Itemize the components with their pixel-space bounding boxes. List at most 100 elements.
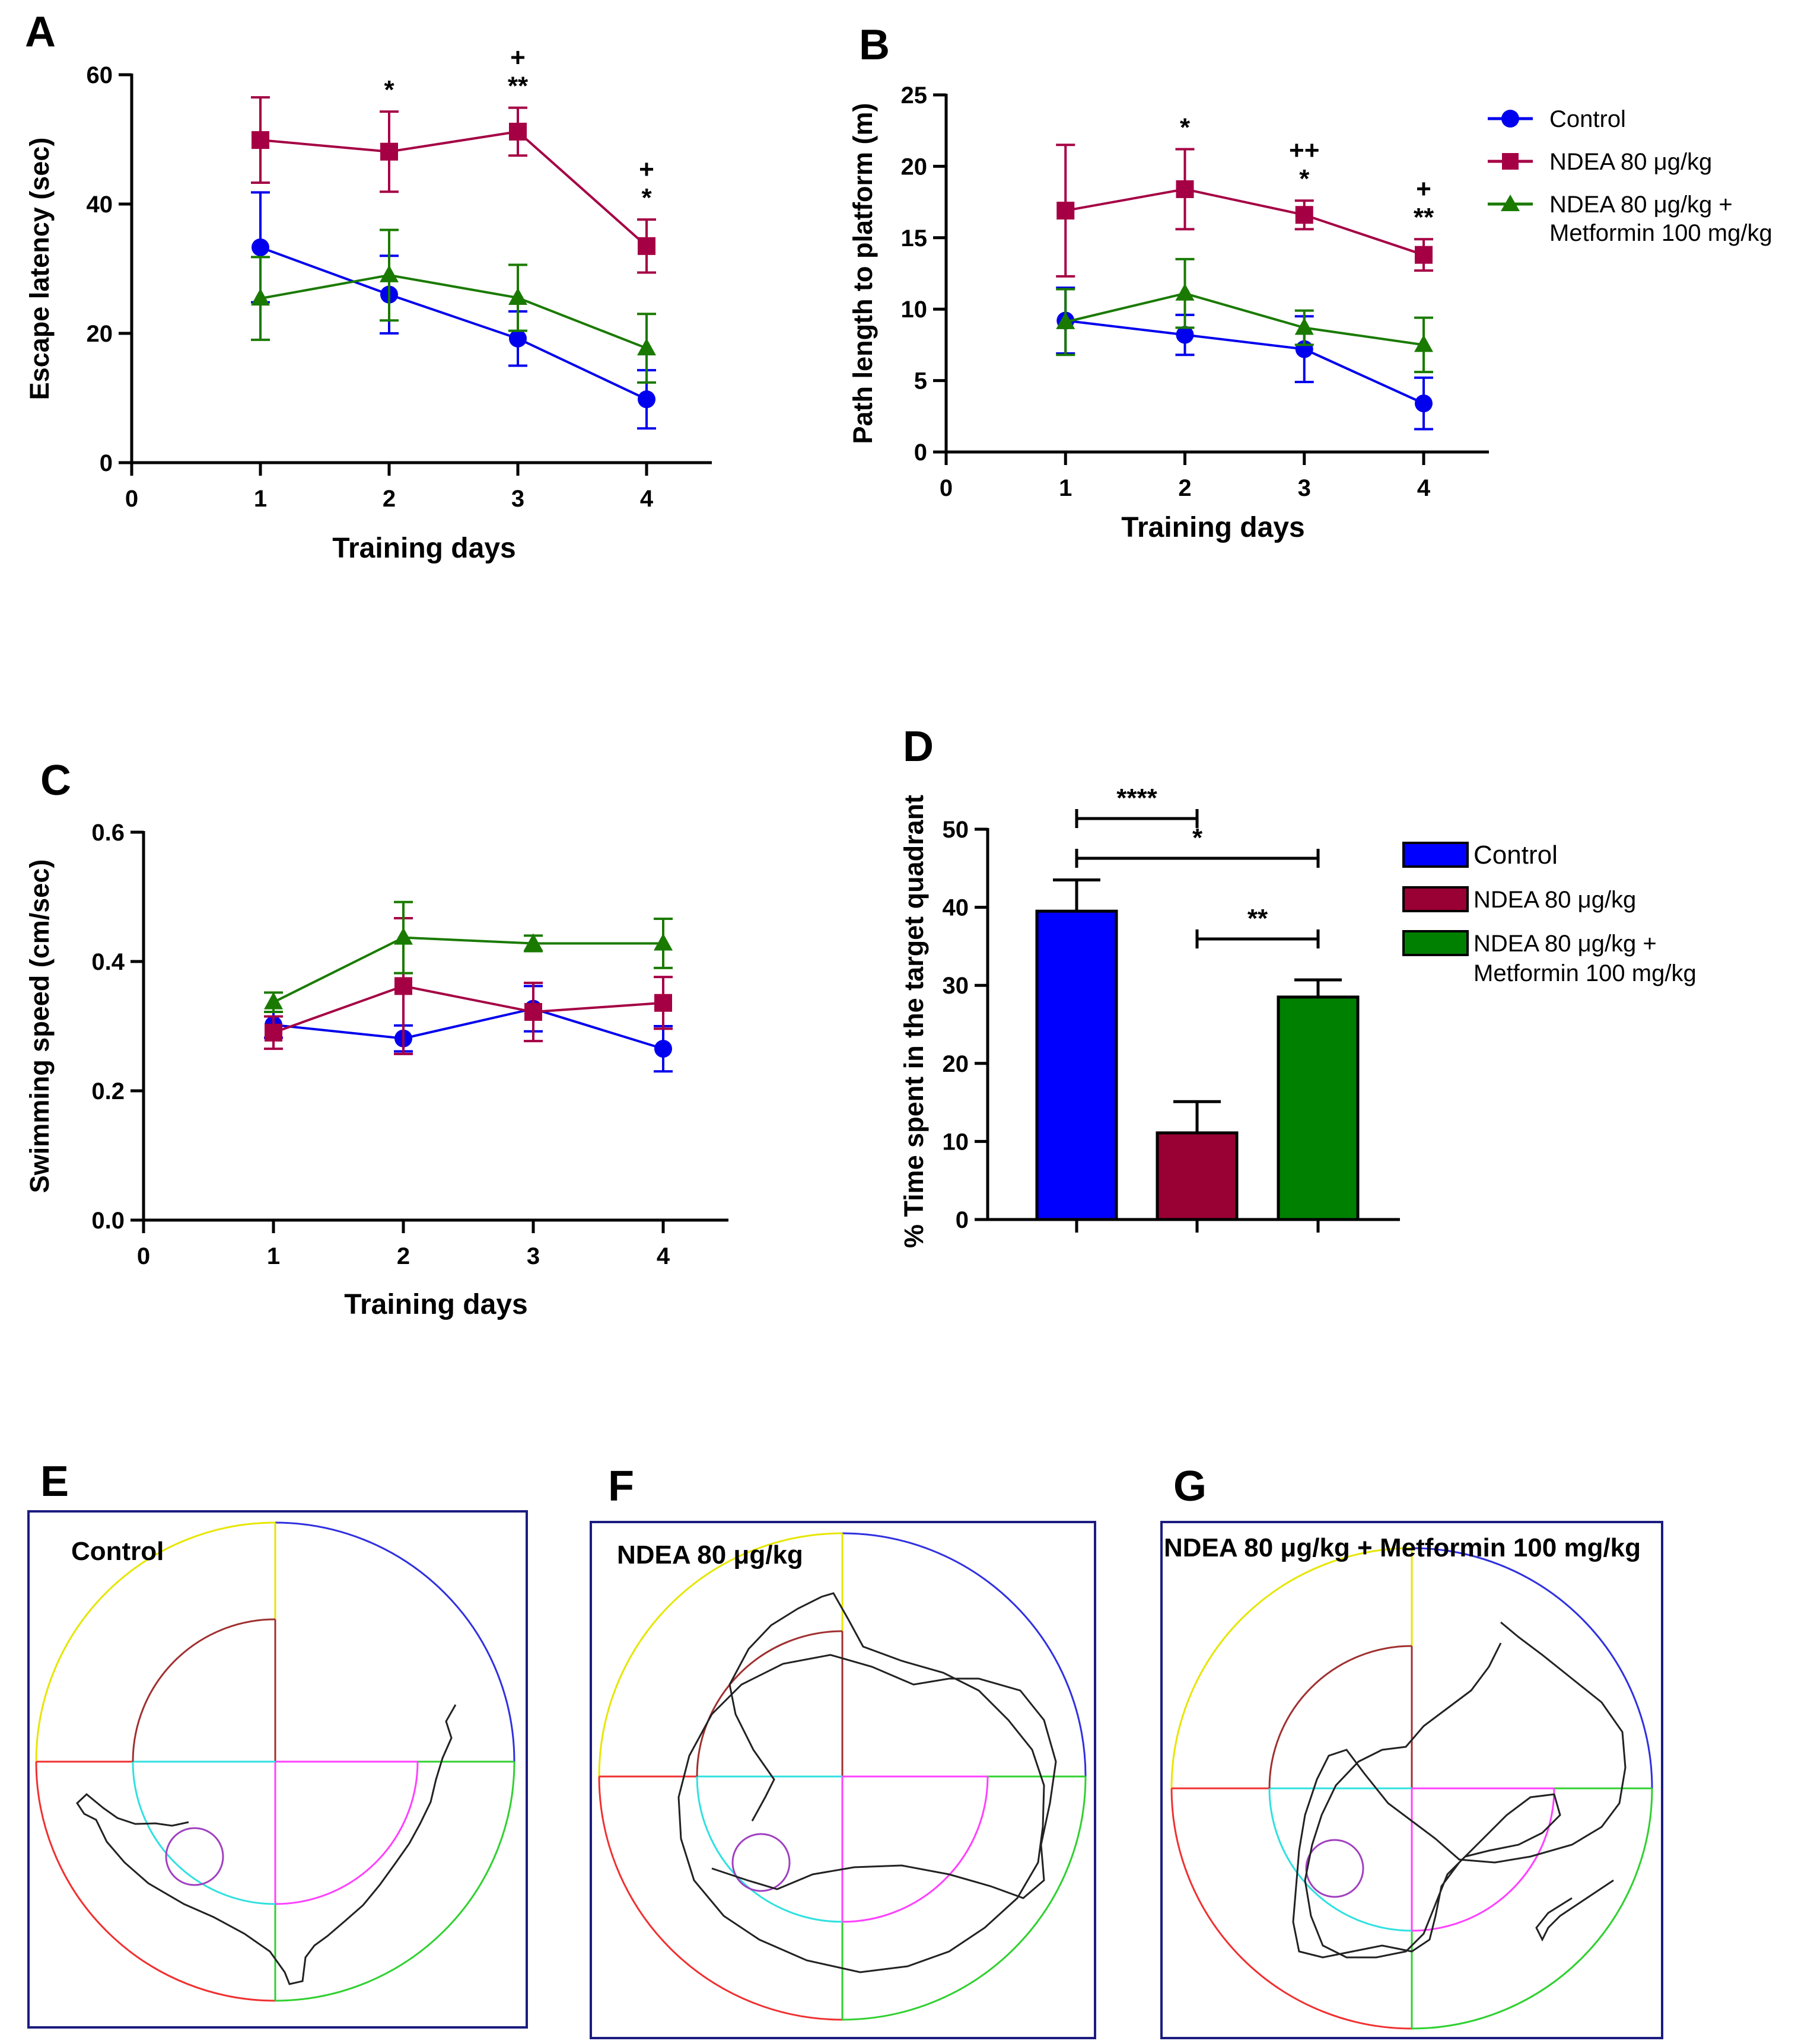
significance-label: + [1416,174,1431,203]
inner-arc-se [275,1761,419,1905]
quadrant-arc-se [842,1776,1087,2021]
data-point [1415,246,1433,264]
track-frame-g [1160,1521,1663,2039]
y-tick-label: 5 [914,368,927,394]
quadrant-arc-sw [35,1761,276,2002]
track-frame-e [27,1510,528,2029]
data-point [1414,335,1433,352]
data-point [1056,202,1075,220]
legend-label-metformin-2: Metformin 100 mg/kg [1549,220,1772,246]
y-tick-label: 10 [901,297,928,323]
quadrant-arc-sw [598,1776,843,2021]
data-point [1176,326,1194,344]
bar [1277,995,1360,1221]
quadrant-arc-ne [275,1521,515,1762]
swim-path-f [677,1592,1057,1973]
x-tick-label: 0 [940,475,953,501]
series-line [273,936,663,1004]
chart-d: 0 10 20 30 40 50 % Time spent in the target qu… [899,784,1400,1248]
data-point [394,927,413,945]
x-tick-label: 1 [254,486,267,512]
significance-label: ** [1414,203,1434,232]
y-tick-label: 0.6 [91,820,125,846]
legend-label-control: Control [1549,106,1626,132]
data-point [654,933,673,951]
legend-bar-label-metformin-2: Metformin 100 mg/kg [1473,960,1697,986]
data-point [654,994,672,1012]
data-point [509,122,527,141]
swim-path-g-tail [1535,1879,1614,1942]
significance-label: * [1180,113,1191,142]
x-tick-label: 1 [267,1243,280,1269]
data-point [638,237,655,255]
significance-label: * [641,183,652,212]
panel-label-g: G [1173,1463,1207,1510]
x-tick-label: 0 [137,1243,150,1269]
y-tick-label: 20 [87,321,113,347]
panel-label-d: D [903,723,934,771]
data-point [252,131,269,149]
x-axis-label: Training days [332,533,515,564]
x-axis-label: Training days [1121,512,1304,543]
inner-arc-nw [132,1618,276,1762]
legend-marker-ndea [1502,153,1519,170]
x-tick-label: 3 [527,1243,540,1269]
data-point [637,338,656,356]
data-point [380,265,399,282]
y-tick-label: 20 [943,1051,969,1077]
chart-c: 0.0 0.2 0.4 0.6 0 1 2 3 4 Training days Swimming s… [24,820,728,1320]
x-tick-label: 1 [1059,475,1072,501]
quadrant-arc-se [275,1761,515,2002]
x-tick-label: 3 [1298,475,1311,501]
series-line [260,246,647,400]
x-tick-label: 0 [125,486,138,512]
legend-bar-label-metformin: NDEA 80 μg/kg + [1473,931,1657,957]
legend-marker-control [1501,110,1519,128]
panel-label-a: A [25,8,56,56]
y-tick-label: 15 [901,225,928,251]
quadrant-arc-nw [35,1521,276,1762]
y-tick-label: 0 [956,1207,969,1233]
data-point [1294,317,1314,335]
quadrant-arc-nw [598,1532,843,1777]
track-panel-f: NDEA 80 μg/kg [590,1521,1096,2039]
bar [1035,909,1118,1221]
x-tick-label: 4 [1417,475,1431,501]
y-tick-label: 0 [914,440,927,466]
x-axis-label: Training days [344,1289,527,1320]
data-point [251,288,270,306]
y-tick-label: 10 [943,1129,969,1155]
series-line [1065,319,1424,405]
data-point [380,142,398,161]
swim-path-g [1292,1621,1627,1959]
track-title-f: NDEA 80 μg/kg [617,1540,803,1569]
y-tick-label: 20 [901,154,928,180]
inner-arc-nw [696,1630,843,1777]
data-point [264,992,283,1010]
chart-a: 0 20 40 60 0 1 2 3 4 Training days Escape latency … [24,43,712,564]
y-tick-label: 40 [943,895,969,921]
x-tick-label: 2 [383,486,396,512]
x-tick-label: 2 [397,1243,410,1269]
data-point [265,1023,282,1042]
y-tick-label: 60 [87,62,113,88]
inner-arc-se [1411,1788,1555,1932]
significance-label: ++ [1289,136,1319,165]
inner-arc-se [842,1776,989,1923]
x-tick-label: 4 [640,486,654,512]
y-axis-label: Path length to platform (m) [848,103,878,444]
series-line [260,130,648,247]
legend-bar-label-control: Control [1473,840,1558,870]
comparison-label: **** [1116,784,1157,813]
track-panel-e: Control [27,1510,528,2029]
inner-arc-nw [1268,1645,1412,1789]
platform-circle-e [165,1827,224,1886]
legend-bars: Control NDEA 80 μg/kg NDEA 80 μg/kg + Me… [1402,840,1697,986]
significance-label: + [639,155,654,184]
panel-label-e: E [40,1458,69,1505]
data-point [524,1003,542,1021]
series-line [260,273,647,349]
quadrant-arc-sw [1170,1788,1412,2030]
panel-label-b: B [859,21,890,69]
